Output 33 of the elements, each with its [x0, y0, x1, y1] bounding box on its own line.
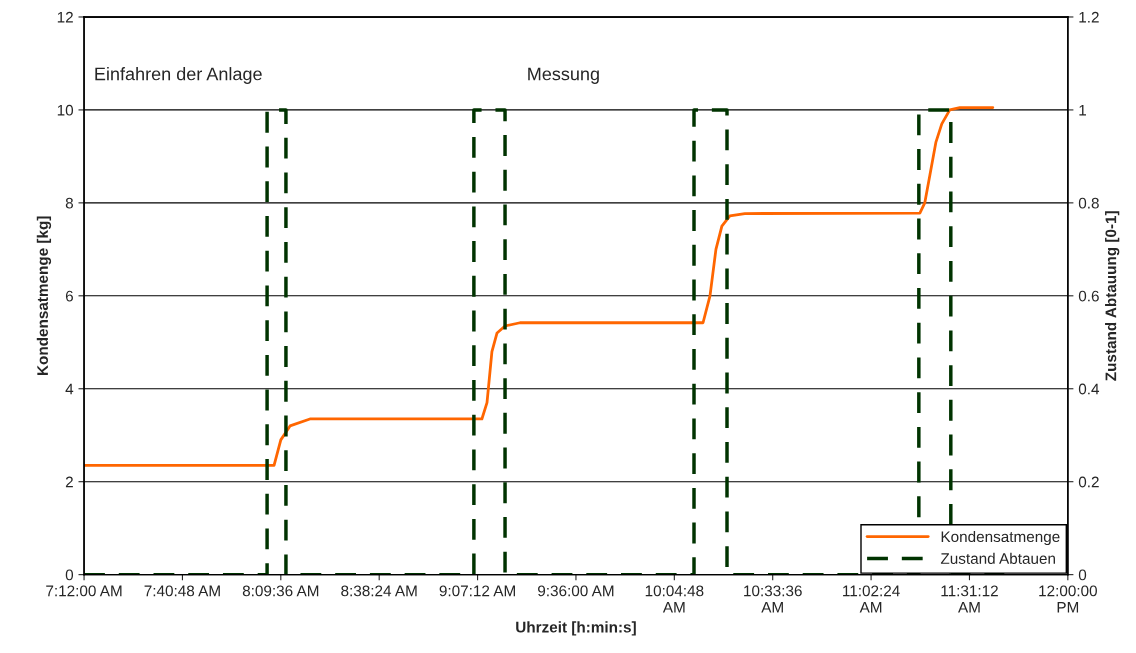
y-tick-label: 12: [57, 11, 73, 23]
x-tick-label: 7:40:48 AM: [144, 585, 220, 597]
x-tick-label: 11:02:24 AM: [843, 585, 900, 613]
y-axis-title: Kondensatmenge [kg]: [36, 216, 52, 375]
y2-tick-label: 0.4: [1078, 383, 1100, 395]
x-tick-label: 9:07:12 AM: [439, 585, 515, 597]
x-tick-label: 7:12:00 AM: [46, 585, 122, 597]
y2-axis-title: Zustand Abtauung [0-1]: [1105, 211, 1120, 381]
x-tick-label: 9:36:00 AM: [538, 585, 614, 597]
y-tick-label: 6: [65, 290, 73, 302]
y-tick-label: 10: [57, 104, 74, 116]
x-tick-label: 8:09:36 AM: [242, 585, 319, 597]
legend-label: Zustand Abtauen: [940, 552, 1055, 564]
x-axis-title: Uhrzeit [h:min:s]: [516, 621, 636, 636]
y-tick-label: 4: [65, 383, 74, 395]
y2-tick-label: 0.2: [1078, 476, 1099, 488]
x-tick-label: 11:31:12 AM: [941, 585, 998, 613]
annotation: Messung: [528, 67, 599, 84]
y-tick-label: 2: [65, 476, 73, 488]
x-tick-label: 12:00:00 PM: [1039, 585, 1097, 613]
line-series: [84, 106, 995, 467]
y2-tick-label: 0.6: [1078, 290, 1099, 302]
y2-tick-label: 0.8: [1078, 197, 1099, 209]
y2-tick-label: 1: [1079, 104, 1087, 116]
x-tick-label: 10:04:48 AM: [645, 585, 704, 613]
annotation: Einfahren der Anlage: [95, 67, 262, 84]
legend-label: Kondensatmenge: [941, 530, 1060, 546]
y-tick-label: 0: [65, 569, 74, 581]
x-tick-label: 10:33:36 AM: [744, 585, 802, 613]
y2-tick-label: 0: [1078, 569, 1087, 581]
y2-tick-label: 1.2: [1079, 11, 1099, 23]
y-tick-label: 8: [65, 197, 73, 209]
x-tick-label: 8:38:24 AM: [341, 585, 417, 597]
